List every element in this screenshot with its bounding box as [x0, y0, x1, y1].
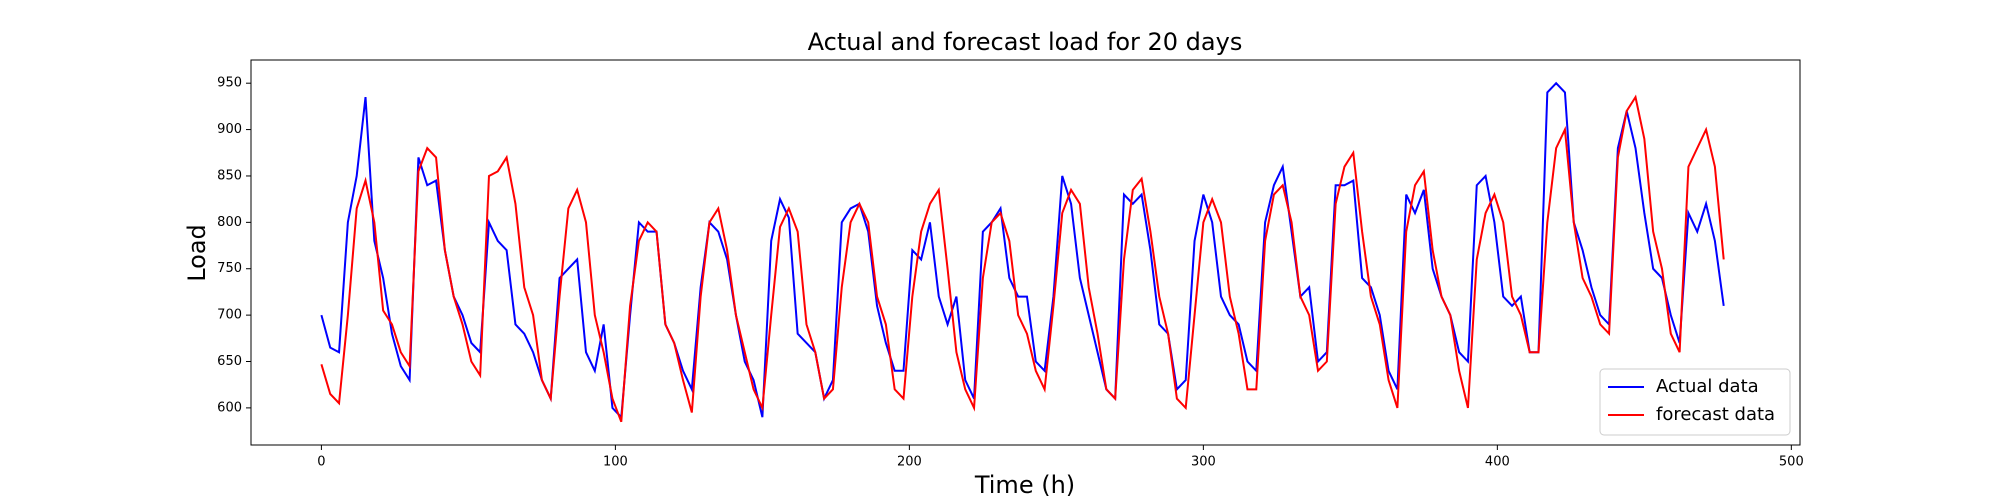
y-tick-label: 600	[217, 400, 242, 415]
x-tick-label: 0	[317, 455, 325, 470]
y-tick-label: 800	[217, 215, 242, 230]
x-axis-label: Time (h)	[974, 471, 1075, 499]
series-line	[320, 94, 1725, 423]
y-tick-label: 750	[217, 261, 242, 276]
y-tick-label: 950	[217, 76, 242, 91]
x-tick-label: 300	[1191, 455, 1216, 470]
x-tick-label: 100	[603, 455, 628, 470]
y-tick-label: 700	[217, 308, 242, 323]
legend-label: forecast data	[1656, 404, 1775, 425]
legend-label: Actual data	[1656, 376, 1759, 397]
x-tick-label: 200	[897, 455, 922, 470]
y-tick-label: 850	[217, 168, 242, 183]
legend: Actual data forecast data	[1599, 368, 1791, 436]
x-tick-label: 400	[1485, 455, 1510, 470]
y-axis-label: Load	[183, 224, 211, 282]
series-line	[320, 81, 1725, 420]
x-tick-label: 500	[1779, 455, 1804, 470]
legend-box	[1599, 368, 1791, 436]
chart-title: Actual and forecast load for 20 days	[808, 28, 1243, 56]
y-tick-label: 650	[217, 354, 242, 369]
plot-frame	[250, 59, 1801, 446]
y-tick-label: 900	[217, 122, 242, 137]
